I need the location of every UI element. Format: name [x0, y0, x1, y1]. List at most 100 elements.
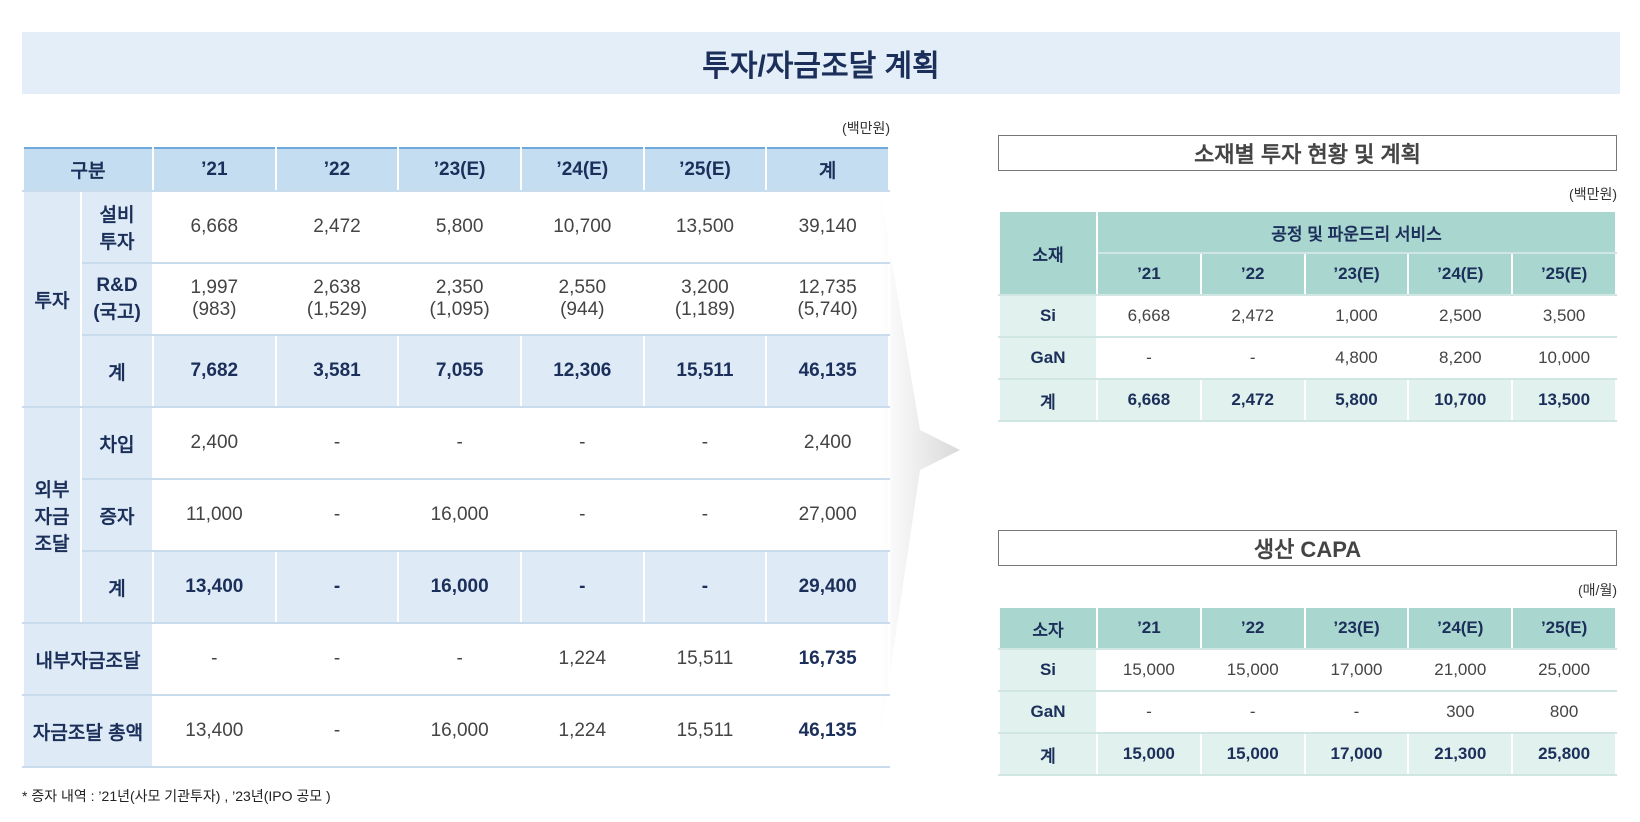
- cell: -: [519, 551, 645, 624]
- table-row: 외부 자금 조달 차입 2,400- - - -2,400: [22, 407, 890, 624]
- table-row: 내부자금조달 - - -1,224 15,511 16,735: [22, 623, 890, 696]
- capa-table: 소자 ’21’22’23(E) ’24(E) ’25(E) Si 15,000 15,000…: [998, 608, 1617, 776]
- cell: 6,668: [152, 191, 277, 264]
- cell: 13,500: [1511, 379, 1617, 422]
- cell: 11,000: [152, 479, 277, 552]
- row-label: GaN: [998, 691, 1098, 734]
- column-header: ’22: [1199, 253, 1306, 296]
- cell: 15,000: [1096, 649, 1202, 692]
- column-header: ’21: [1096, 253, 1202, 296]
- cell: 4,800: [1303, 337, 1410, 380]
- cell: 5,800: [1303, 379, 1410, 422]
- row-label: Si: [998, 295, 1098, 338]
- row-label: 계: [998, 733, 1098, 776]
- cell: -: [1303, 691, 1410, 734]
- cell: 27,000: [765, 479, 890, 552]
- cell: 2,350 (1,095): [397, 263, 522, 336]
- cell: 39,140: [765, 191, 890, 264]
- arrow-shape: [880, 190, 960, 740]
- cell: -: [397, 407, 522, 480]
- cell: 25,000: [1511, 649, 1617, 692]
- row-label: 계: [998, 379, 1098, 422]
- header-row: 소자 ’21’22’23(E) ’24(E) ’25(E): [998, 608, 1617, 650]
- cell: 10,000: [1511, 337, 1617, 380]
- column-header: ’25(E): [642, 148, 768, 192]
- cell: -: [1096, 691, 1202, 734]
- header-row: 소재 공정 및 파운드리 서비스: [998, 212, 1617, 296]
- table-row: 계 13,400-16,000- -29,400: [23, 551, 890, 624]
- header-row: 구분 ’21’22’23(E) ’24(E) ’25(E) 계: [22, 148, 890, 192]
- row-label: GaN: [998, 337, 1098, 380]
- unit-label: (매/월): [1578, 582, 1617, 598]
- column-header: ’25(E): [1511, 253, 1617, 296]
- table-row: 증자 11,000-16,000- -27,000: [23, 479, 890, 552]
- cell: 3,200 (1,189): [642, 263, 768, 336]
- column-header: 소재: [998, 212, 1098, 296]
- cell: 13,400: [152, 551, 277, 624]
- table-row: 계 15,000 15,000 17,000 21,300 25,800: [998, 733, 1617, 776]
- material-table: 소재 공정 및 파운드리 서비스 ’21’22’23(E) ’24(E) ’25(E) S…: [998, 212, 1617, 422]
- table-title: 생산 CAPA: [998, 530, 1617, 566]
- cell: 7,055: [397, 335, 522, 408]
- row-label: R&D (국고): [80, 263, 154, 336]
- investment-table: 구분 ’21’22’23(E) ’24(E) ’25(E) 계 투자 설비 투자 6,668 2…: [22, 147, 890, 768]
- cell: 15,000: [1199, 733, 1306, 776]
- cell: 21,000: [1407, 649, 1514, 692]
- cell: -: [642, 551, 768, 624]
- row-label: 계: [80, 335, 154, 408]
- cell: 15,511: [642, 335, 768, 408]
- row-label: 증자: [80, 479, 154, 552]
- cell: 25,800: [1511, 733, 1617, 776]
- cell: 1,224: [519, 623, 645, 696]
- table-row: GaN - - -300 800: [998, 691, 1617, 734]
- row-label: 계: [80, 551, 154, 624]
- table-row: R&D (국고) 1,997 (983) 2,638 (1,529) 2,350 (1…: [23, 263, 890, 336]
- cell: -: [274, 479, 400, 552]
- table-row: 계 6,668 2,472 5,800 10,700 13,500: [998, 379, 1617, 422]
- header-row: ’21’22’23(E) ’24(E) ’25(E): [999, 253, 1617, 296]
- column-header: 공정 및 파운드리 서비스: [1096, 212, 1617, 254]
- cell: 1,224: [519, 695, 645, 768]
- cell: 7,682: [152, 335, 277, 408]
- column-header: ’25(E): [1511, 608, 1617, 650]
- cell: 10,700: [1407, 379, 1514, 422]
- cell: 3,500: [1511, 295, 1617, 338]
- cell: 800: [1511, 691, 1617, 734]
- cell: 5,800: [397, 191, 522, 264]
- column-header: 계: [765, 148, 890, 192]
- cell: 2,472: [1199, 379, 1306, 422]
- cell: 12,306: [519, 335, 645, 408]
- column-header: ’21: [152, 148, 277, 192]
- footnote: * 증자 내역 : ’21년(사모 기관투자) , ’23년(IPO 공모 ): [22, 788, 331, 804]
- cell: 15,511: [642, 623, 768, 696]
- group-label: 투자: [22, 191, 82, 408]
- cell: 16,000: [397, 695, 522, 768]
- cell: 46,135: [765, 335, 890, 408]
- cell: -: [642, 479, 768, 552]
- column-header: ’24(E): [1407, 608, 1514, 650]
- cell: 1,997 (983): [152, 263, 277, 336]
- cell: -: [1199, 691, 1306, 734]
- row-label: Si: [998, 649, 1098, 692]
- cell: 2,472: [274, 191, 400, 264]
- cell: 13,500: [642, 191, 768, 264]
- cell: 17,000: [1303, 733, 1410, 776]
- table-row: Si 15,000 15,000 17,000 21,000 25,000: [998, 649, 1617, 692]
- cell: 6,668: [1096, 379, 1202, 422]
- table-row: Si 6,668 2,472 1,000 2,500 3,500: [998, 295, 1617, 338]
- cell: 2,638 (1,529): [274, 263, 400, 336]
- unit-label: (백만원): [1569, 186, 1617, 202]
- row-label: 내부자금조달: [22, 623, 154, 696]
- column-header: ’24(E): [1407, 253, 1514, 296]
- cell: 1,000: [1303, 295, 1410, 338]
- cell: 16,735: [765, 623, 890, 696]
- cell: 10,700: [519, 191, 645, 264]
- cell: 16,000: [397, 479, 522, 552]
- cell: -: [642, 407, 768, 480]
- column-header: 구분: [22, 148, 154, 192]
- cell: 21,300: [1407, 733, 1514, 776]
- page-title: 투자/자금조달 계획: [22, 32, 1620, 94]
- cell: 29,400: [765, 551, 890, 624]
- cell: 3,581: [274, 335, 400, 408]
- cell: 2,550 (944): [519, 263, 645, 336]
